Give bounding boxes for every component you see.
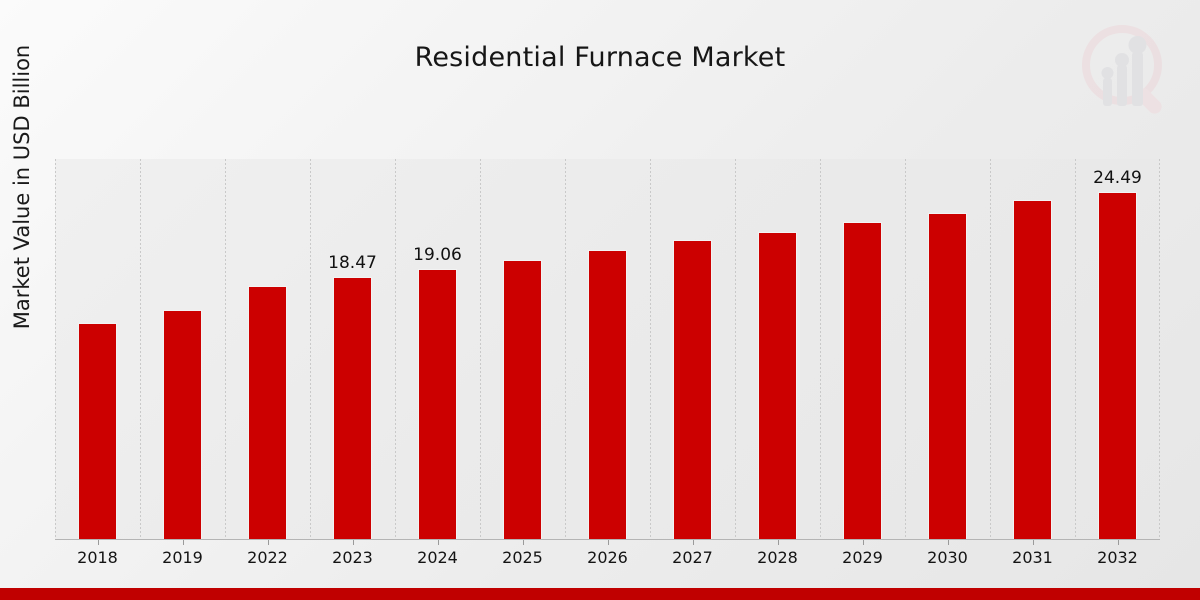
bar-2025[interactable] bbox=[503, 259, 542, 540]
y-axis-title: Market Value in USD Billion bbox=[10, 44, 34, 330]
gridline bbox=[990, 159, 991, 540]
bar-2019[interactable] bbox=[163, 309, 202, 540]
chart-title: Residential Furnace Market bbox=[414, 42, 786, 73]
bar-value-label-2024: 19.06 bbox=[413, 245, 462, 266]
bar-2030[interactable] bbox=[928, 213, 967, 540]
x-tick-2027 bbox=[692, 540, 694, 545]
x-tick-2032 bbox=[1117, 540, 1119, 545]
gridline bbox=[735, 159, 736, 540]
gridline bbox=[395, 159, 396, 540]
x-axis-line bbox=[55, 539, 1160, 540]
plot-area bbox=[55, 159, 1160, 540]
gridline bbox=[650, 159, 651, 540]
gridline bbox=[1159, 159, 1160, 540]
brand-logo bbox=[1070, 20, 1178, 120]
x-tick-label-2019: 2019 bbox=[162, 548, 203, 567]
x-tick-2024 bbox=[437, 540, 439, 545]
x-tick-label-2030: 2030 bbox=[927, 548, 968, 567]
x-tick-label-2027: 2027 bbox=[672, 548, 713, 567]
gridline bbox=[225, 159, 226, 540]
x-tick-label-2031: 2031 bbox=[1012, 548, 1053, 567]
x-tick-label-2025: 2025 bbox=[502, 548, 543, 567]
bar-2018[interactable] bbox=[78, 322, 117, 540]
bar-2028[interactable] bbox=[758, 231, 797, 540]
x-tick-label-2026: 2026 bbox=[587, 548, 628, 567]
x-tick-2029 bbox=[862, 540, 864, 545]
gridline bbox=[310, 159, 311, 540]
bar-2027[interactable] bbox=[673, 240, 712, 540]
x-tick-label-2022: 2022 bbox=[247, 548, 288, 567]
gridline bbox=[905, 159, 906, 540]
x-tick-2023 bbox=[352, 540, 354, 545]
bar-2024[interactable] bbox=[418, 269, 457, 540]
x-tick-2022 bbox=[267, 540, 269, 545]
bar-2031[interactable] bbox=[1013, 200, 1052, 540]
bar-value-label-2032: 24.49 bbox=[1093, 167, 1142, 188]
footer-accent-bar bbox=[0, 588, 1200, 600]
gridline bbox=[820, 159, 821, 540]
x-tick-label-2023: 2023 bbox=[332, 548, 373, 567]
x-tick-label-2029: 2029 bbox=[842, 548, 883, 567]
x-tick-2031 bbox=[1032, 540, 1034, 545]
bar-chart-icon bbox=[1101, 36, 1147, 106]
gridline bbox=[1075, 159, 1076, 540]
bar-2032[interactable] bbox=[1098, 191, 1137, 540]
gridline bbox=[140, 159, 141, 540]
x-tick-label-2032: 2032 bbox=[1097, 548, 1138, 567]
gridline bbox=[565, 159, 566, 540]
gridline bbox=[480, 159, 481, 540]
bar-2022[interactable] bbox=[248, 285, 287, 540]
x-tick-2025 bbox=[522, 540, 524, 545]
x-tick-2018 bbox=[97, 540, 99, 545]
x-tick-2030 bbox=[947, 540, 949, 545]
x-tick-label-2028: 2028 bbox=[757, 548, 798, 567]
x-tick-label-2024: 2024 bbox=[417, 548, 458, 567]
gridline bbox=[55, 159, 56, 540]
bar-value-label-2023: 18.47 bbox=[328, 253, 377, 274]
bar-2029[interactable] bbox=[843, 221, 882, 540]
x-tick-2028 bbox=[777, 540, 779, 545]
x-tick-label-2018: 2018 bbox=[77, 548, 118, 567]
bar-2023[interactable] bbox=[333, 277, 372, 540]
x-tick-2019 bbox=[182, 540, 184, 545]
bar-2026[interactable] bbox=[588, 250, 627, 540]
x-tick-2026 bbox=[607, 540, 609, 545]
